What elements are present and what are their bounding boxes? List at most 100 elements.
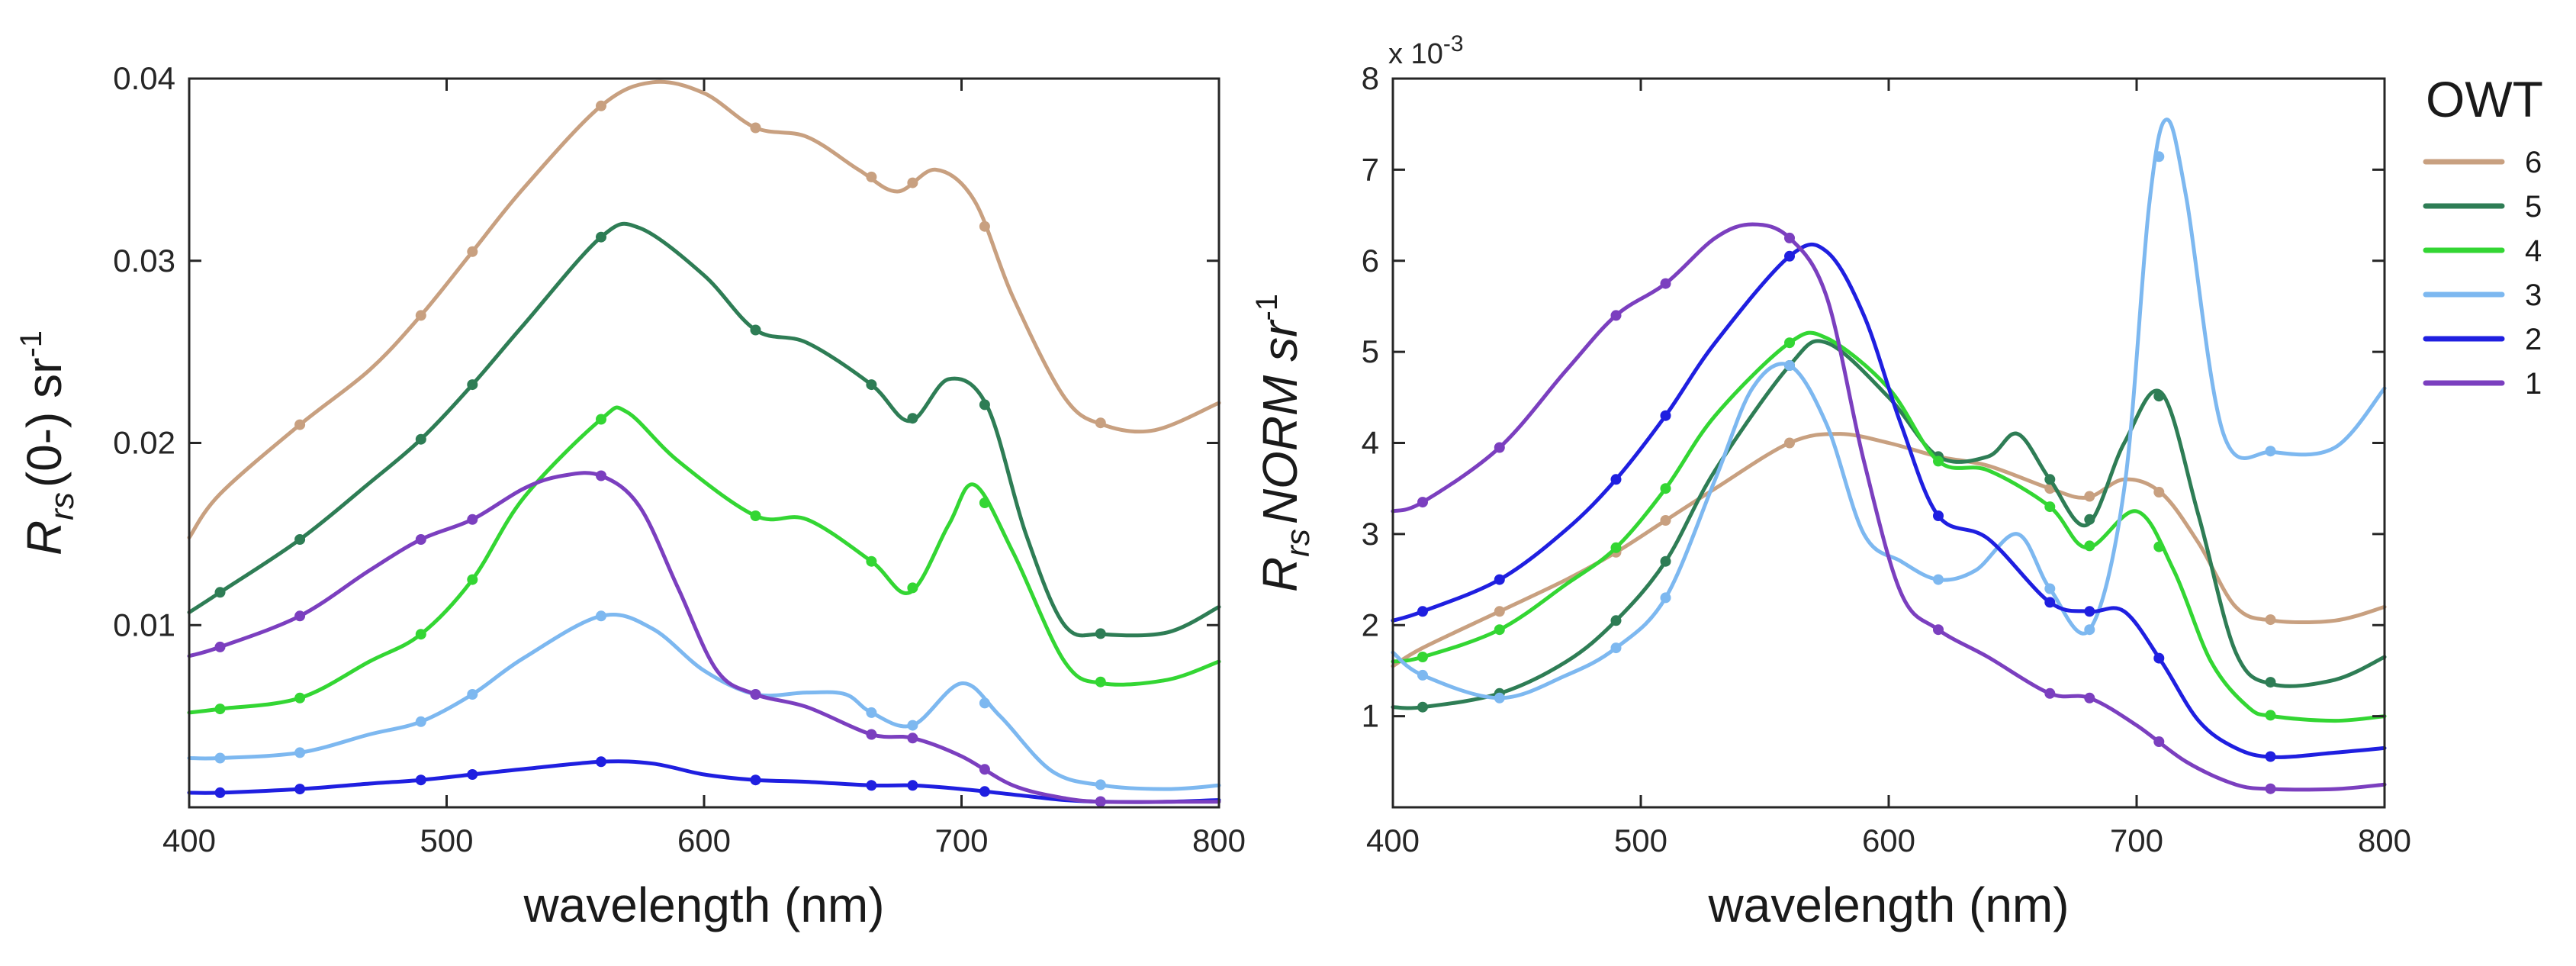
data-point-owt-1 <box>1933 624 1944 636</box>
data-point-owt-1 <box>2153 736 2165 747</box>
data-point-owt-3 <box>1095 779 1106 791</box>
legend-label-owt-1: 1 <box>2525 367 2542 401</box>
y-tick-label: 5 <box>1362 333 1379 369</box>
data-point-owt-6 <box>1494 606 1505 617</box>
y-label-subscript: rs <box>43 492 81 520</box>
data-point-owt-3 <box>2265 446 2276 457</box>
data-point-owt-1 <box>979 764 990 775</box>
series-line-owt-2 <box>1391 243 2387 759</box>
legend-label-owt-4: 4 <box>2525 234 2542 268</box>
data-point-owt-5 <box>467 379 478 391</box>
data-point-owt-1 <box>1610 310 1622 321</box>
right-chart-panel: 400 500 600 700 800 1 2 3 4 5 6 7 8 wavelength (nm) Rr… <box>1250 31 2411 932</box>
data-point-owt-3 <box>866 707 877 718</box>
legend: OWT 6 5 4 3 2 1 <box>2423 71 2543 401</box>
data-point-owt-4 <box>1784 337 1795 349</box>
data-point-owt-6 <box>596 100 606 111</box>
legend-label-owt-2: 2 <box>2525 323 2542 356</box>
data-point-owt-2 <box>2044 597 2056 608</box>
y-tick-label: 8 <box>1362 60 1379 96</box>
data-point-owt-4 <box>1933 456 1944 467</box>
data-point-owt-1 <box>2265 783 2276 794</box>
data-point-owt-2 <box>866 780 877 791</box>
data-point-owt-6 <box>2265 614 2276 626</box>
data-point-owt-1 <box>294 610 306 622</box>
data-point-owt-1 <box>2044 687 2056 699</box>
x-tick-label: 700 <box>2110 823 2163 858</box>
data-point-owt-3 <box>907 720 918 731</box>
data-point-owt-6 <box>979 221 990 232</box>
y-label-main: NORM sr <box>1253 319 1307 524</box>
data-point-owt-5 <box>2084 514 2095 525</box>
series-line-owt-3 <box>1391 118 2387 700</box>
data-point-owt-2 <box>2084 606 2095 617</box>
data-point-owt-5 <box>2044 474 2056 485</box>
y-tick-label: 0.03 <box>113 243 175 279</box>
data-point-owt-4 <box>907 582 918 594</box>
series-line-owt-4 <box>187 405 1221 715</box>
y-label-main: (0-) sr <box>17 358 72 488</box>
data-point-owt-5 <box>294 534 306 545</box>
x-tick-label: 600 <box>677 823 731 858</box>
data-point-owt-6 <box>2084 491 2095 502</box>
y-axis-label: Rrs NORM sr-1 <box>1250 294 1317 592</box>
data-point-owt-1 <box>214 641 226 652</box>
data-point-owt-4 <box>1610 542 1622 553</box>
data-point-owt-1 <box>467 514 478 525</box>
y-axis-label: Rrs (0-) sr-1 <box>14 330 81 555</box>
x-tick-label: 500 <box>420 823 473 858</box>
series-line-owt-6 <box>187 79 1221 540</box>
data-point-owt-6 <box>1784 437 1795 449</box>
data-point-owt-4 <box>979 497 990 508</box>
x-tick-label: 400 <box>1366 823 1420 858</box>
data-point-owt-1 <box>1494 442 1505 453</box>
data-point-owt-1 <box>1660 278 1671 289</box>
data-point-owt-2 <box>1610 474 1622 485</box>
data-point-owt-4 <box>1095 676 1106 687</box>
data-point-owt-6 <box>866 171 877 182</box>
data-point-owt-3 <box>2044 583 2056 594</box>
data-point-owt-5 <box>1610 615 1622 626</box>
data-point-owt-1 <box>2084 692 2095 704</box>
data-point-owt-6 <box>1095 417 1106 429</box>
data-point-owt-1 <box>1417 497 1428 508</box>
data-point-owt-5 <box>979 399 990 411</box>
data-point-owt-3 <box>214 752 226 764</box>
y-tick-label: 0.01 <box>113 607 175 642</box>
y-tick-label: 6 <box>1362 243 1379 279</box>
data-point-owt-2 <box>907 780 918 791</box>
y-tick-label: 1 <box>1362 698 1379 734</box>
data-point-owt-1 <box>596 470 606 481</box>
left-chart-panel: 400 500 600 700 800 0.01 0.02 0.03 0.04 wavelengt… <box>14 60 1246 932</box>
data-point-owt-3 <box>979 697 990 709</box>
data-point-owt-2 <box>979 786 990 797</box>
data-point-owt-5 <box>866 379 877 391</box>
legend-title: OWT <box>2426 71 2543 127</box>
data-point-owt-2 <box>214 787 226 798</box>
data-point-owt-1 <box>1784 232 1795 243</box>
data-point-owt-1 <box>907 733 918 744</box>
data-point-owt-3 <box>2153 151 2165 163</box>
data-point-owt-4 <box>750 510 761 521</box>
data-point-owt-4 <box>2044 501 2056 513</box>
series-line-owt-5 <box>1391 339 2387 710</box>
data-point-owt-6 <box>750 122 761 134</box>
data-point-owt-5 <box>1417 701 1428 713</box>
series-line-owt-1 <box>1391 222 2387 792</box>
data-point-owt-4 <box>1494 624 1505 636</box>
x-tick-label: 500 <box>1614 823 1667 858</box>
data-point-owt-4 <box>1417 652 1428 662</box>
data-point-owt-4 <box>294 692 306 704</box>
data-point-owt-2 <box>294 784 306 795</box>
legend-label-owt-3: 3 <box>2525 279 2542 312</box>
data-point-owt-4 <box>415 629 426 640</box>
y-label-subscript: rs <box>1279 529 1317 557</box>
x-tick-label: 400 <box>162 823 216 858</box>
data-point-owt-2 <box>2153 652 2165 664</box>
data-point-owt-3 <box>1417 669 1428 681</box>
x-axis-label: wavelength (nm) <box>1707 877 2069 932</box>
data-point-owt-2 <box>1417 606 1428 617</box>
x-tick-label: 800 <box>2358 823 2411 858</box>
y-label-base: R <box>17 520 72 555</box>
